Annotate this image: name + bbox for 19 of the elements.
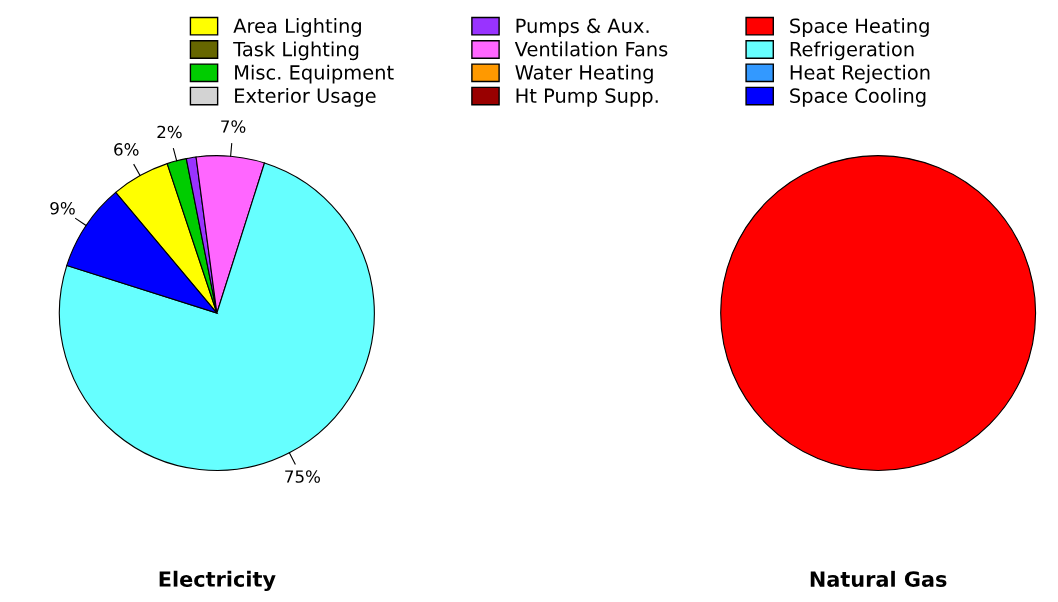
- legend-label: Pumps & Aux.: [516, 18, 649, 37]
- legend-label: Space Cooling: [790, 87, 926, 107]
- data-label: 7%: [221, 120, 246, 133]
- legend-label: Ht Pump Supp.: [516, 88, 658, 107]
- legend-label: Exterior Usage: [235, 87, 376, 107]
- text: Electricity: [159, 570, 276, 592]
- data-label: 9%: [50, 201, 75, 215]
- legend-label: Ventilation Fans: [514, 41, 668, 57]
- legend-label: Refrigeration: [790, 41, 914, 61]
- legend-label: Heat Rejection: [790, 64, 930, 84]
- data-label: 2%: [157, 125, 182, 139]
- legend-label: Water Heating: [515, 64, 653, 84]
- data-label: 6%: [114, 143, 139, 156]
- data-label: 75%: [285, 470, 320, 483]
- legend-label: Area Lighting: [233, 18, 361, 37]
- legend-label: Task Lighting: [233, 41, 359, 61]
- legend-label: Space Heating: [790, 18, 929, 37]
- legend-label: Misc. Equipment: [235, 64, 394, 84]
- text: Natural Gas: [810, 570, 947, 587]
